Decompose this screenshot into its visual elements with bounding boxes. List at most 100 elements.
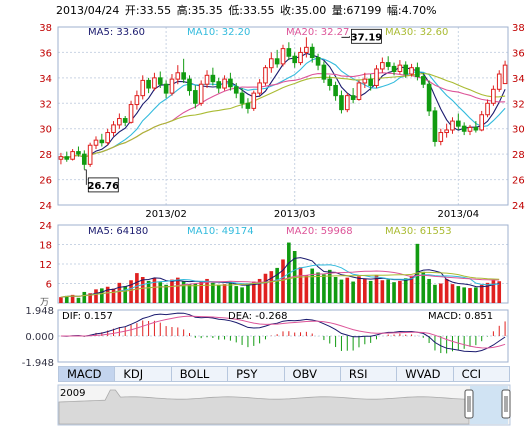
- annotation-label: 37.19: [351, 32, 383, 43]
- volume-bar: [298, 267, 303, 303]
- volume-legend-ma: MA10: 49174: [187, 226, 254, 237]
- price-ytick-left: 30: [39, 125, 52, 136]
- stock-chart[interactable]: 24 24 26 26 28 28 30 30 32 32 34 34 36 36 38 38 2013/02 2…: [0, 0, 531, 366]
- candle-body: [350, 95, 356, 100]
- volume-bar: [152, 278, 157, 303]
- navigator-right-handle[interactable]: [501, 389, 511, 419]
- volume-bar: [351, 281, 355, 303]
- candle-body: [233, 86, 239, 94]
- volume-bar: [140, 277, 145, 303]
- candle-body: [309, 46, 315, 59]
- navigator-left-handle[interactable]: [464, 389, 474, 419]
- volume-bar: [181, 281, 186, 303]
- volume-unit-label: 万: [40, 298, 49, 308]
- candle-body: [450, 120, 455, 131]
- tab-rsi[interactable]: RSI: [341, 367, 398, 381]
- volume-bar: [275, 267, 279, 303]
- volume-bar: [327, 269, 332, 303]
- candle-body: [228, 78, 233, 88]
- candle-body: [385, 62, 391, 67]
- volume-bar: [70, 294, 75, 303]
- candle-body: [111, 124, 116, 134]
- tab-kdj[interactable]: KDJ: [115, 367, 172, 381]
- tab-obv[interactable]: OBV: [285, 367, 341, 381]
- volume-bar: [322, 274, 326, 303]
- candle-body: [280, 48, 286, 65]
- candle-body: [391, 65, 397, 72]
- volume-bar: [228, 282, 233, 303]
- tab-psy[interactable]: PSY: [228, 367, 285, 381]
- candle-body: [222, 78, 227, 89]
- candle-body: [245, 102, 251, 109]
- candle-body: [152, 77, 157, 89]
- macd-dif-line: [60, 312, 506, 353]
- volume-bar: [205, 278, 209, 303]
- candle-body: [467, 126, 473, 132]
- volume-bar: [380, 280, 385, 303]
- candle-body: [263, 67, 268, 84]
- candle-body: [344, 95, 350, 111]
- price-xtick-label: 2013/04: [438, 209, 480, 220]
- volume-bar: [415, 243, 420, 303]
- volume-ytick: 6: [46, 280, 52, 291]
- candle-body: [286, 48, 292, 57]
- volume-bar: [123, 286, 128, 303]
- price-ytick-right: 28: [512, 150, 525, 161]
- price-ytick-left: 26: [39, 176, 52, 187]
- macd-legend: DEA: -0.268: [228, 311, 287, 322]
- volume-bar: [88, 293, 92, 303]
- volume-ytick: 12: [39, 260, 52, 271]
- navigator-history-area: [58, 389, 470, 425]
- volume-bar: [368, 280, 373, 303]
- candle-body: [128, 104, 134, 123]
- price-panel: 24 24 26 26 28 28 30 30 32 32 34 34 36 36 38 38 2013/02 2…: [39, 23, 524, 220]
- volume-bar: [456, 286, 461, 303]
- candle-body: [187, 78, 192, 92]
- volume-bar: [216, 285, 221, 303]
- candle-body: [438, 132, 444, 142]
- price-frame: [57, 26, 509, 206]
- quote-change: 幅:4.70%: [386, 4, 437, 17]
- candle-body: [380, 62, 385, 70]
- price-ytick-left: 38: [39, 23, 52, 34]
- volume-bar: [339, 279, 344, 303]
- candle-body: [456, 120, 461, 127]
- price-legend-ma: MA30: 32.60: [385, 27, 448, 38]
- candle-body: [157, 77, 163, 85]
- tab-macd[interactable]: MACD: [59, 367, 116, 381]
- annotation-box: [351, 28, 382, 44]
- price-legend-ma: MA5: 33.60: [88, 27, 145, 38]
- price-ma5-line: [60, 52, 506, 159]
- price-ytick-right: 24: [512, 201, 525, 212]
- tab-boll[interactable]: BOLL: [172, 367, 229, 381]
- volume-bar: [59, 297, 63, 303]
- candle-body: [473, 126, 479, 131]
- tab-cci[interactable]: CCI: [461, 367, 482, 381]
- volume-bar: [392, 282, 396, 303]
- price-legend-ma: MA10: 32.20: [187, 27, 250, 38]
- candle-body: [362, 78, 368, 84]
- volume-bar: [357, 276, 361, 303]
- indicator-tabs: MACD KDJ BOLL PSY OBV RSI WVAD CCI: [58, 366, 510, 382]
- volume-bar: [211, 282, 215, 303]
- candle-body: [356, 82, 362, 100]
- candle-body: [163, 83, 169, 94]
- candle-body: [210, 74, 216, 83]
- macd-legend: DIF: 0.157: [62, 311, 113, 322]
- price-ytick-right: 26: [512, 176, 525, 187]
- candle-body: [64, 156, 70, 160]
- volume-bar: [158, 282, 163, 303]
- price-xtick-label: 2013/02: [145, 209, 187, 220]
- candle-body: [204, 74, 210, 85]
- volume-bar: [398, 280, 402, 303]
- macd-frame: [57, 309, 509, 363]
- volume-bar: [234, 286, 239, 303]
- tab-wvad[interactable]: WVAD: [397, 367, 454, 381]
- annotation-box: [87, 177, 119, 193]
- volume-bar: [462, 287, 466, 303]
- volume-bar: [222, 284, 227, 303]
- volume-bar: [257, 278, 262, 303]
- macd-ytick: 0.000: [25, 332, 54, 343]
- candle-body: [502, 64, 508, 85]
- range-navigator[interactable]: 2009: [0, 384, 531, 430]
